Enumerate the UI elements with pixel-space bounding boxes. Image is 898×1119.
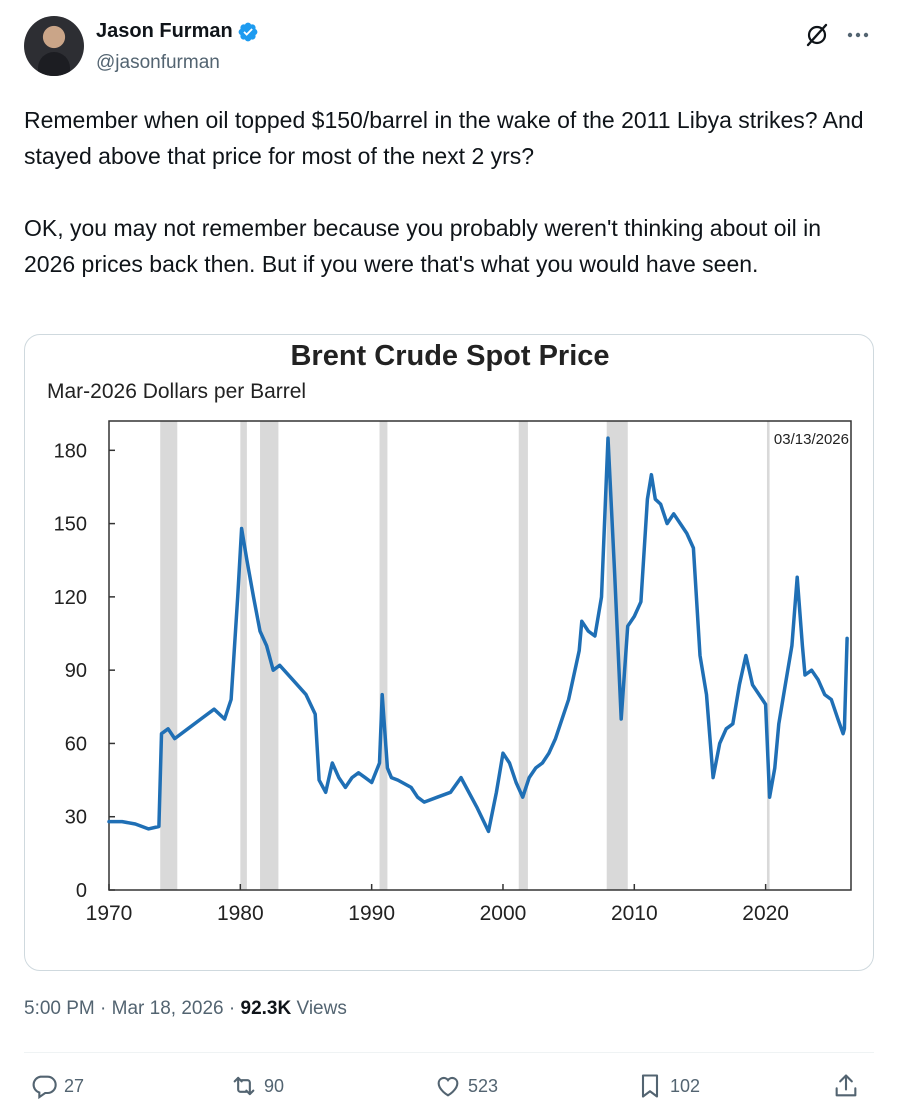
more-icon[interactable] bbox=[844, 22, 872, 48]
action-bar: 27 90 523 102 bbox=[24, 1068, 874, 1110]
share-icon bbox=[835, 1074, 857, 1097]
x-tick-label: 2020 bbox=[742, 902, 789, 925]
chart-axes: 0 30 60 90 120 150 180 1970 1980 1990 2000 2010 2020 bbox=[54, 420, 852, 925]
y-tick-label: 90 bbox=[65, 660, 87, 682]
x-tick-label: 1980 bbox=[217, 902, 264, 925]
reply-count: 27 bbox=[64, 1075, 85, 1096]
verified-badge-icon bbox=[238, 22, 258, 41]
recession-band bbox=[518, 421, 528, 890]
author-name[interactable]: Jason Furman bbox=[96, 20, 233, 42]
x-tick-label: 1970 bbox=[86, 902, 133, 925]
author-name-row: Jason Furman bbox=[96, 20, 259, 43]
tweet-paragraph: Remember when oil topped $150/barrel in … bbox=[24, 107, 864, 169]
author-handle[interactable]: @jasonfurman bbox=[96, 52, 220, 73]
author-avatar[interactable] bbox=[24, 16, 84, 76]
tweet-paragraph: OK, you may not remember because you pro… bbox=[24, 215, 822, 277]
x-tick-label: 2000 bbox=[480, 902, 527, 925]
y-tick-label: 30 bbox=[65, 807, 87, 829]
tweet-text: Remember when oil topped $150/barrel in … bbox=[24, 102, 874, 282]
recession-band bbox=[240, 421, 247, 890]
recession-band bbox=[379, 421, 388, 890]
x-tick-label: 1990 bbox=[348, 902, 395, 925]
brent-price-chart: Brent Crude Spot Price Mar-2026 Dollars … bbox=[47, 340, 852, 925]
y-tick-label: 150 bbox=[54, 514, 87, 536]
series-layer bbox=[107, 436, 849, 834]
repost-count: 90 bbox=[264, 1075, 285, 1096]
recession-band bbox=[766, 421, 770, 890]
series-line bbox=[107, 436, 849, 834]
chart-subtitle: Mar-2026 Dollars per Barrel bbox=[47, 380, 306, 403]
bookmark-button[interactable]: 102 bbox=[636, 1072, 700, 1100]
y-tick-label: 60 bbox=[65, 733, 87, 755]
divider bbox=[24, 1052, 874, 1053]
repost-icon bbox=[233, 1076, 255, 1096]
x-tick-label: 2010 bbox=[611, 902, 658, 925]
reply-button[interactable]: 27 bbox=[30, 1072, 84, 1100]
y-tick-label: 0 bbox=[76, 880, 87, 902]
tweet-header: Jason Furman @jasonfurman bbox=[24, 16, 874, 80]
tweet-meta: 5:00 PM · Mar 18, 2026 · 92.3K Views bbox=[24, 998, 347, 1020]
chart-date-label: 03/13/2026 bbox=[774, 431, 849, 448]
like-icon bbox=[437, 1076, 459, 1097]
y-tick-label: 120 bbox=[54, 587, 87, 609]
views-label: Views bbox=[296, 998, 347, 1019]
recession-band bbox=[160, 421, 178, 890]
like-button[interactable]: 523 bbox=[434, 1072, 498, 1100]
chart-image[interactable]: Brent Crude Spot Price Mar-2026 Dollars … bbox=[24, 334, 874, 971]
meta-separator: · bbox=[223, 998, 241, 1019]
tweet-time[interactable]: 5:00 PM bbox=[24, 998, 95, 1019]
bookmark-icon bbox=[641, 1074, 659, 1098]
tweet-date[interactable]: Mar 18, 2026 bbox=[111, 998, 224, 1019]
y-tick-label: 180 bbox=[54, 440, 87, 462]
repost-button[interactable]: 90 bbox=[230, 1072, 284, 1100]
chart-title: Brent Crude Spot Price bbox=[290, 340, 609, 372]
reply-icon bbox=[32, 1075, 57, 1100]
views-count: 92.3K bbox=[240, 998, 292, 1019]
bookmark-count: 102 bbox=[670, 1075, 701, 1096]
grok-icon[interactable] bbox=[804, 22, 830, 48]
like-count: 523 bbox=[468, 1075, 499, 1096]
recession-bands bbox=[160, 421, 770, 890]
meta-separator: · bbox=[94, 998, 112, 1019]
plot-frame bbox=[108, 420, 852, 891]
share-button[interactable] bbox=[832, 1072, 860, 1100]
